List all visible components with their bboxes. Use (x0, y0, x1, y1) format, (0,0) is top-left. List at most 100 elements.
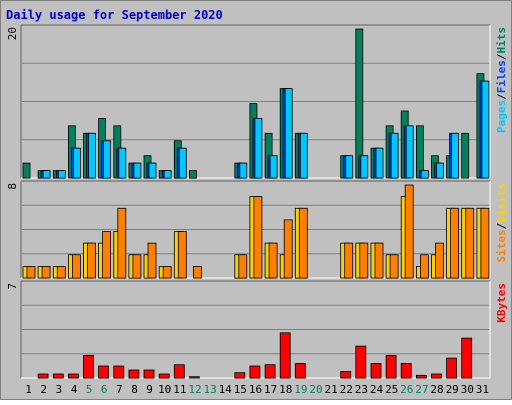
bar-sites-22 (344, 242, 354, 279)
bar-kbytes-23 (355, 345, 367, 379)
bar-sites-26 (404, 184, 414, 279)
bar-sites-16 (253, 196, 263, 279)
bar-kbytes-19 (294, 362, 306, 379)
bar-pages-4 (73, 147, 81, 179)
bar-kbytes-3 (52, 373, 64, 379)
bar-hits-1 (22, 162, 31, 179)
x-tick-label-20: 20 (309, 383, 322, 396)
bar-pages-24 (375, 147, 384, 179)
x-tick-label-22: 22 (340, 383, 353, 396)
bar-pages-2 (42, 170, 51, 179)
bar-sites-23 (359, 242, 369, 279)
bar-kbytes-22 (340, 370, 352, 379)
legend: Pages/Files/Hits (495, 27, 508, 133)
bar-sites-3 (56, 265, 66, 279)
panel-kbytes: 7 KBytes (6, 280, 508, 379)
chart-title: Daily usage for September 2020 (6, 8, 223, 22)
bar-kbytes-12 (188, 376, 200, 379)
x-tick-label-15: 15 (234, 383, 247, 396)
bar-kbytes-8 (128, 369, 140, 379)
bar-sites-24 (374, 242, 384, 279)
x-tick-label-9: 9 (146, 383, 153, 396)
x-tick-label-5: 5 (86, 383, 93, 396)
bar-pages-23 (360, 155, 369, 179)
bar-pages-8 (133, 162, 142, 179)
bar-pages-28 (436, 162, 444, 179)
legend-entry: Pages (495, 100, 508, 133)
bar-sites-1 (26, 265, 36, 279)
y-tick-label: 20 (6, 27, 19, 40)
bar-sites-19 (298, 207, 308, 279)
bar-kbytes-2 (37, 373, 49, 379)
x-tick-label-14: 14 (219, 383, 233, 396)
panel-hits-files-pages: 20 Pages/Files/Hits (6, 24, 508, 179)
legend: KBytes (495, 283, 508, 323)
legend-entry: Files (495, 60, 508, 93)
bar-sites-31 (480, 207, 490, 279)
bar-pages-9 (148, 162, 157, 179)
bar-pages-5 (88, 132, 96, 179)
bars (37, 332, 473, 379)
bar-sites-25 (389, 254, 399, 279)
bar-pages-16 (254, 118, 263, 179)
bar-kbytes-16 (249, 365, 261, 379)
bar-sites-9 (147, 242, 157, 279)
bar-sites-17 (268, 242, 278, 279)
x-tick-label-31: 31 (476, 383, 489, 396)
panel-visits-sites: 8 Sites/Visits (6, 180, 508, 279)
bar-sites-6 (102, 231, 111, 279)
bar-sites-28 (435, 242, 444, 279)
bar-kbytes-26 (400, 362, 412, 379)
bar-kbytes-6 (98, 365, 109, 379)
bar-sites-29 (450, 207, 460, 279)
x-tick-label-21: 21 (324, 383, 337, 396)
bar-sites-7 (117, 207, 127, 279)
bar-pages-19 (299, 132, 308, 179)
x-tick-label-11: 11 (173, 383, 186, 396)
bar-kbytes-5 (83, 354, 94, 379)
bar-kbytes-11 (173, 364, 185, 379)
bar-pages-27 (420, 170, 429, 179)
bar-kbytes-30 (461, 337, 473, 379)
x-tick-label-13: 13 (203, 383, 216, 396)
x-tick-label-17: 17 (264, 383, 277, 396)
bar-sites-8 (132, 254, 142, 279)
x-tick-label-12: 12 (188, 383, 201, 396)
bars (22, 184, 490, 279)
bar-sites-4 (72, 254, 81, 279)
bar-sites-12 (192, 265, 202, 279)
x-tick-label-7: 7 (116, 383, 123, 396)
bar-kbytes-25 (385, 354, 397, 379)
bar-hits-27 (415, 125, 424, 179)
x-tick-label-3: 3 (55, 383, 62, 396)
x-tick-label-28: 28 (430, 383, 443, 396)
legend-entry: Sites (495, 229, 508, 262)
bar-pages-11 (178, 147, 187, 179)
x-tick-label-27: 27 (415, 383, 428, 396)
x-tick-label-10: 10 (158, 383, 171, 396)
bar-sites-30 (465, 207, 475, 279)
bar-hits-12 (188, 170, 197, 179)
bar-pages-7 (118, 147, 127, 179)
x-tick-label-6: 6 (101, 383, 108, 396)
bar-sites-5 (87, 242, 96, 279)
x-tick-label-25: 25 (385, 383, 398, 396)
bar-pages-6 (103, 140, 111, 179)
bar-pages-22 (345, 155, 354, 179)
bar-pages-29 (451, 132, 460, 179)
legend-entry: / (495, 93, 508, 100)
bar-hits-30 (461, 132, 470, 179)
x-tick-label-29: 29 (446, 383, 459, 396)
bars (22, 28, 490, 179)
bar-kbytes-28 (431, 373, 442, 379)
bar-pages-15 (239, 162, 248, 179)
x-tick-label-18: 18 (279, 383, 292, 396)
bar-sites-18 (283, 219, 293, 279)
bar-pages-17 (269, 155, 278, 179)
bar-kbytes-4 (68, 373, 79, 379)
legend: Sites/Visits (495, 183, 508, 263)
bar-kbytes-15 (234, 372, 246, 379)
legend-entry: / (495, 53, 508, 60)
y-tick-label: 8 (6, 183, 19, 190)
